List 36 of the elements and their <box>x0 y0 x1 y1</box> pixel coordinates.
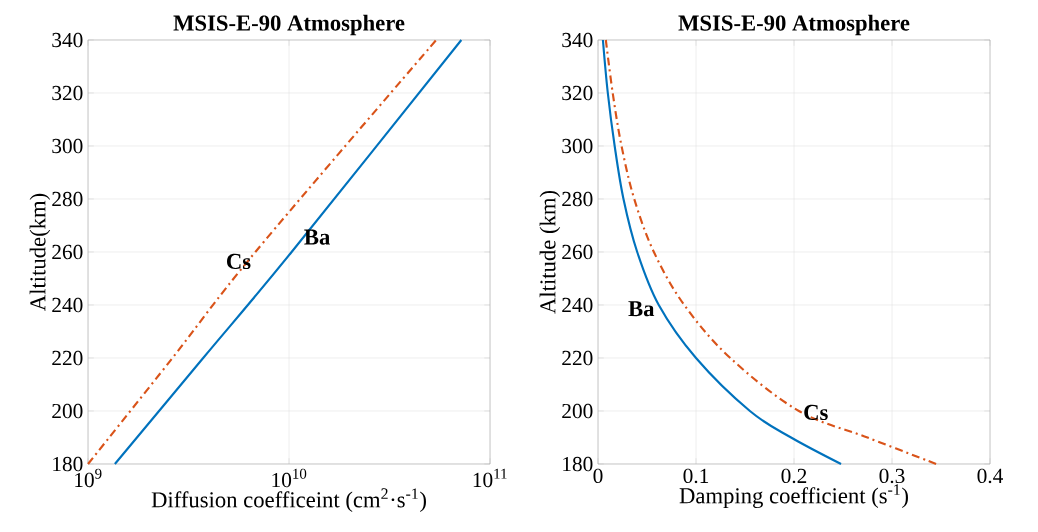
y-tick-label: 340 <box>562 32 593 48</box>
y-tick-label: 280 <box>52 191 83 207</box>
series-label: Cs <box>227 253 251 270</box>
y-tick-label: 240 <box>562 297 593 313</box>
series-label: Cs <box>804 404 828 421</box>
y-tick-label: 340 <box>52 32 83 48</box>
y-tick-label: 220 <box>52 350 83 366</box>
y-tick-label: 300 <box>52 138 83 154</box>
series-label: Ba <box>304 229 330 245</box>
y-tick-label: 320 <box>52 85 83 101</box>
x-tick-label: 0.1 <box>683 468 709 484</box>
y-tick-label: 180 <box>563 456 593 472</box>
series-label: Ba <box>628 301 655 317</box>
x-tick-label: 0 <box>593 468 603 484</box>
x-tick-label: 0.3 <box>879 468 905 484</box>
y-tick-label: 200 <box>52 403 83 419</box>
y-tick-label: 220 <box>562 350 593 366</box>
x-tick-label: 0.4 <box>977 468 1003 484</box>
y-tick-label: 260 <box>562 244 593 260</box>
y-tick-label: 320 <box>562 85 593 101</box>
x-tick-label: 10$^{10}$ <box>272 468 307 488</box>
y-tick-label: 240 <box>52 297 83 313</box>
y-tick-label: 300 <box>562 138 593 154</box>
x-tick-label: 0.2 <box>781 468 807 484</box>
y-tick-label: 200 <box>562 403 593 419</box>
chart-title: MSIS-E-90 Atmosphere <box>678 14 910 36</box>
x-tick-label: 10$^{11}$ <box>473 468 507 488</box>
chart-title: MSIS-E-90 Atmosphere <box>173 14 405 36</box>
y-tick-label: 260 <box>52 244 83 260</box>
line-series <box>604 38 938 466</box>
line-series <box>601 38 843 466</box>
y-tick-label: 280 <box>562 191 593 207</box>
y-axis-title: Altitude(km) <box>29 193 51 311</box>
y-axis-title: Altitude (km) <box>539 190 561 314</box>
x-axis-title: Damping coefficient (s$^{-1}$) <box>679 484 908 509</box>
x-axis-title: Diffusion coefficeint (cm$^{2}$·s$^{-1}$) <box>151 488 426 513</box>
